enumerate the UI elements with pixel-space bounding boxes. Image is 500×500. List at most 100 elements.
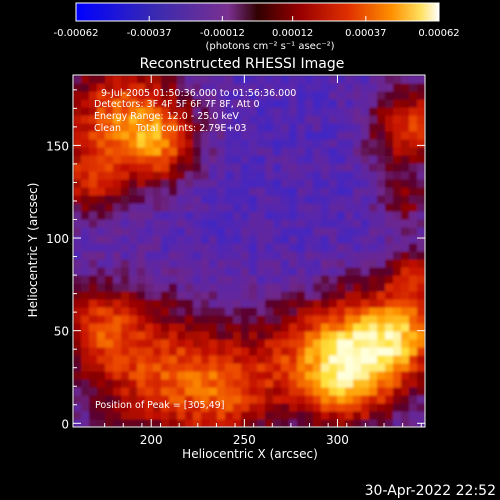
heatmap-cell (361, 123, 370, 132)
heatmap-cell (289, 355, 298, 364)
heatmap-cell (289, 299, 298, 308)
heatmap-cell (145, 219, 154, 228)
heatmap-cell (337, 99, 346, 108)
heatmap-cell (177, 363, 186, 372)
heatmap-cell (305, 403, 314, 412)
heatmap-cell (361, 115, 370, 124)
heatmap-cell (177, 107, 186, 116)
heatmap-cell (353, 307, 362, 316)
heatmap-cell (193, 339, 202, 348)
heatmap-cell (121, 187, 130, 196)
heatmap-cell (265, 227, 274, 236)
heatmap-cell (337, 275, 346, 284)
heatmap-cell (97, 331, 106, 340)
heatmap-cell (321, 291, 330, 300)
heatmap-cell (81, 395, 90, 404)
heatmap-cell (329, 131, 338, 140)
heatmap-cell (169, 131, 178, 140)
heatmap-cell (361, 243, 370, 252)
heatmap-cell (225, 355, 234, 364)
heatmap-cell (161, 299, 170, 308)
heatmap-cell (281, 155, 290, 164)
heatmap-cell (97, 107, 106, 116)
heatmap-cell (113, 219, 122, 228)
heatmap-cell (137, 251, 146, 260)
heatmap-cell (401, 355, 410, 364)
heatmap-cell (169, 107, 178, 116)
heatmap-cell (233, 251, 242, 260)
heatmap-cell (89, 203, 98, 212)
heatmap-cell (81, 299, 90, 308)
heatmap-cell (97, 379, 106, 388)
heatmap-cell (81, 347, 90, 356)
heatmap-cell (337, 163, 346, 172)
heatmap-cell (281, 99, 290, 108)
heatmap-cell (209, 323, 218, 332)
heatmap-cell (377, 291, 386, 300)
heatmap-cell (409, 339, 418, 348)
heatmap-cell (137, 323, 146, 332)
heatmap-cell (73, 187, 82, 196)
heatmap-cell (393, 339, 402, 348)
heatmap-cell (137, 419, 146, 427)
heatmap-cell (129, 371, 138, 380)
heatmap-cell (185, 203, 194, 212)
heatmap-cell (169, 123, 178, 132)
heatmap-cell (105, 227, 114, 236)
heatmap-cell (185, 91, 194, 100)
heatmap-cell (401, 267, 410, 276)
heatmap-cell (153, 363, 162, 372)
heatmap-cell (113, 139, 122, 148)
heatmap-cell (113, 179, 122, 188)
heatmap-cell (217, 259, 226, 268)
heatmap-cell (249, 187, 258, 196)
heatmap-cell (377, 283, 386, 292)
heatmap-cell (153, 195, 162, 204)
colorbar-tick-label: 0.00037 (345, 28, 386, 39)
heatmap-cell (345, 371, 354, 380)
heatmap-cell (225, 195, 234, 204)
heatmap-cell (169, 203, 178, 212)
heatmap-cell (377, 155, 386, 164)
heatmap-cell (369, 147, 378, 156)
heatmap-cell (321, 235, 330, 244)
heatmap-cell (97, 235, 106, 244)
heatmap-cell (241, 243, 250, 252)
heatmap-cell (313, 219, 322, 228)
heatmap-cell (353, 91, 362, 100)
heatmap-cell (209, 187, 218, 196)
heatmap-cell (409, 291, 418, 300)
heatmap-cell (161, 275, 170, 284)
heatmap-cell (241, 291, 250, 300)
heatmap-cell (297, 299, 306, 308)
heatmap-cell (113, 347, 122, 356)
heatmap-cell (281, 163, 290, 172)
heatmap-cell (225, 187, 234, 196)
heatmap-cell (121, 419, 130, 427)
heatmap-cell (113, 363, 122, 372)
heatmap-cell (193, 291, 202, 300)
heatmap-cell (73, 235, 82, 244)
heatmap-cell (345, 251, 354, 260)
heatmap-cell (113, 91, 122, 100)
heatmap-cell (193, 179, 202, 188)
heatmap-cell (121, 115, 130, 124)
heatmap-cell (193, 283, 202, 292)
heatmap-cell (81, 363, 90, 372)
heatmap-cell (177, 339, 186, 348)
heatmap-cell (305, 211, 314, 220)
heatmap-cell (233, 275, 242, 284)
heatmap-cell (257, 331, 266, 340)
heatmap-cell (321, 75, 330, 84)
heatmap-cell (209, 235, 218, 244)
heatmap-cell (417, 147, 425, 156)
heatmap-cell (249, 267, 258, 276)
heatmap-cell (385, 275, 394, 284)
heatmap-cell (233, 195, 242, 204)
heatmap-cell (161, 115, 170, 124)
heatmap-cell (161, 243, 170, 252)
heatmap-cell (209, 419, 218, 427)
heatmap-cell (145, 299, 154, 308)
heatmap-cell (385, 347, 394, 356)
heatmap-cell (81, 379, 90, 388)
